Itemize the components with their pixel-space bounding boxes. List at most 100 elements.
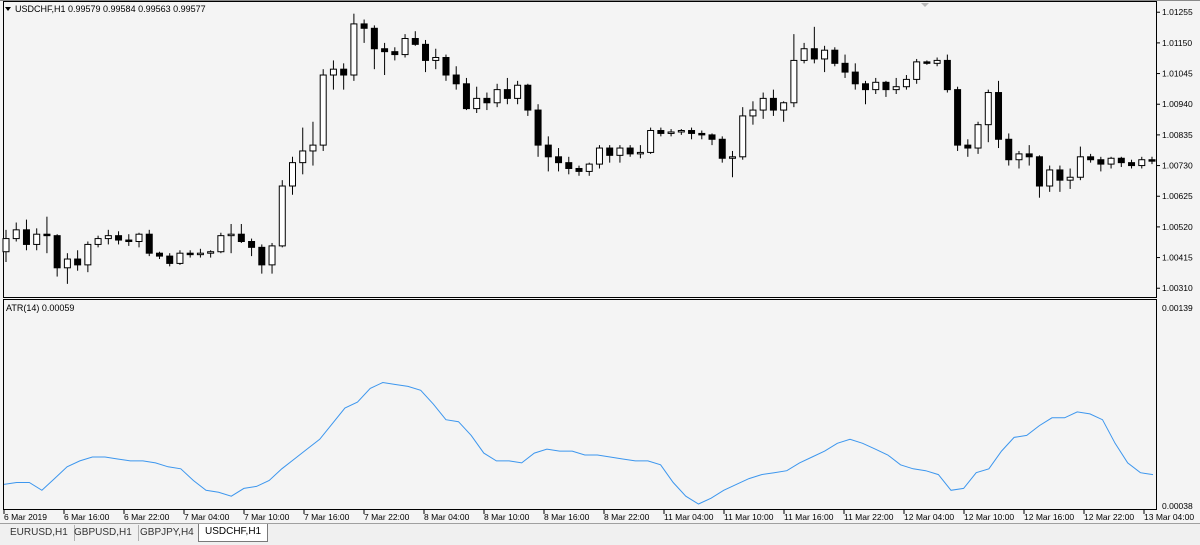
price-label: 1.00730: [1162, 161, 1193, 171]
candle-body: [1097, 159, 1105, 165]
candle-body: [1056, 169, 1064, 181]
candle-body: [2, 238, 10, 253]
candle-body: [749, 109, 757, 117]
candle-body: [370, 27, 378, 50]
candle-body: [94, 238, 102, 245]
candle-body: [340, 68, 348, 76]
price-label: 1.00625: [1162, 191, 1193, 201]
candle-body: [841, 62, 849, 73]
chart-area[interactable]: 1.01255 1.01150 1.01045 1.00940 1.00835 1.007…: [0, 0, 1200, 523]
candle-body: [1138, 159, 1146, 167]
candle-body: [606, 147, 614, 156]
candle-body: [718, 138, 726, 159]
candle-body: [299, 150, 307, 164]
tab-eurusd-h1[interactable]: EURUSD,H1: [4, 525, 75, 541]
candle-body: [831, 49, 839, 64]
tab-usdchf-h1[interactable]: USDCHF,H1: [198, 524, 269, 542]
price-label: 1.00835: [1162, 130, 1193, 140]
candle-body: [698, 132, 706, 136]
price-label: 1.01255: [1162, 7, 1193, 17]
candle-body: [790, 59, 798, 104]
candle-body: [186, 252, 194, 256]
price-label: 1.00415: [1162, 253, 1193, 263]
candle-body: [759, 97, 767, 111]
candle-body: [329, 68, 337, 76]
candle-body: [984, 92, 992, 126]
candle-body: [360, 23, 368, 29]
candle-body: [862, 83, 869, 91]
time-label: 7 Mar 16:00: [304, 512, 350, 522]
candle-body: [1107, 157, 1115, 165]
candle-body: [1015, 153, 1023, 161]
candle-body: [555, 156, 563, 164]
time-label: 12 Mar 10:00: [964, 512, 1014, 522]
candle-body: [432, 56, 440, 61]
time-label: 11 Mar 16:00: [784, 512, 834, 522]
time-label: 7 Mar 04:00: [184, 512, 230, 522]
time-label: 6 Mar 16:00: [64, 512, 110, 522]
candle-body: [289, 162, 296, 187]
indicator-axis: 0.00139 0.00038: [1162, 303, 1193, 511]
time-label: 13 Mar 04:00: [1144, 512, 1194, 522]
tab-gbpusd-h1[interactable]: GBPUSD,H1: [68, 525, 139, 541]
candle-body: [882, 81, 890, 91]
price-label: 1.00520: [1162, 222, 1193, 232]
candle-body: [145, 233, 153, 254]
candle-body: [636, 151, 644, 155]
atr-line: [3, 381, 1154, 505]
time-axis: 6 Mar 2019 6 Mar 16:00 6 Mar 22:00 7 Mar 04…: [3, 510, 1194, 522]
candle-body: [902, 78, 910, 88]
candle-body: [104, 235, 112, 240]
candle-body: [1117, 157, 1125, 164]
candle-body: [1035, 156, 1043, 187]
candle-body: [810, 48, 818, 60]
symbol-dropdown-icon[interactable]: [5, 7, 11, 11]
candle-body: [667, 131, 675, 134]
candle-body: [319, 74, 327, 146]
candle-body: [1076, 156, 1084, 178]
candle-body: [493, 89, 501, 104]
shift-marker-icon[interactable]: [921, 3, 929, 7]
candle-body: [964, 144, 972, 149]
candle-body: [1046, 169, 1054, 187]
candle-body: [585, 163, 593, 172]
price-label: 1.01045: [1162, 69, 1193, 79]
candle-body: [125, 239, 133, 243]
time-label: 8 Mar 10:00: [484, 512, 530, 522]
candle-body: [227, 233, 235, 237]
candle-body: [196, 252, 204, 256]
candle-body: [391, 51, 399, 56]
candle-body: [166, 255, 174, 264]
candle-body: [115, 235, 123, 241]
indicator-label: 0.00139: [1162, 303, 1193, 313]
candle-body: [954, 89, 962, 146]
candle-body: [626, 147, 634, 155]
candle-body: [43, 233, 51, 237]
candle-body: [381, 48, 389, 53]
candles-group: [2, 13, 1156, 284]
candle-body: [913, 61, 921, 80]
candle-body: [278, 185, 286, 247]
candle-body: [84, 243, 92, 266]
candle-body: [411, 38, 419, 45]
indicator-header: ATR(14) 0.00059: [6, 303, 74, 313]
candle-body: [1128, 162, 1136, 167]
candle-body: [135, 233, 143, 243]
candle-body: [442, 56, 450, 76]
candle-body: [1005, 138, 1013, 161]
candle-body: [1066, 176, 1074, 181]
candle-body: [769, 97, 777, 111]
candle-body: [74, 258, 82, 266]
chart-svg[interactable]: 1.01255 1.01150 1.01045 1.00940 1.00835 1.007…: [0, 1, 1200, 523]
candle-body: [728, 156, 736, 159]
time-label: 12 Mar 04:00: [904, 512, 954, 522]
tab-gbpjpy-h4[interactable]: GBPJPY,H4: [134, 525, 201, 541]
candle-body: [534, 109, 542, 146]
candle-body: [53, 235, 61, 269]
candle-body: [974, 124, 982, 149]
candle-body: [524, 84, 532, 111]
candle-body: [943, 59, 951, 91]
candle-body: [780, 102, 788, 111]
candle-body: [708, 134, 716, 140]
candle-body: [892, 86, 900, 91]
